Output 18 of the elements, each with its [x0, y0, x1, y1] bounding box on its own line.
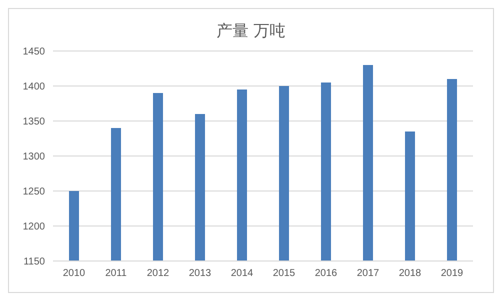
- x-tick-label: 2011: [105, 268, 128, 280]
- y-tick-label: 1350: [22, 116, 46, 128]
- x-tick-label: 2014: [230, 268, 254, 280]
- x-tick-label: 2019: [440, 268, 464, 280]
- x-tick-label: 2017: [356, 268, 380, 280]
- y-tick-label: 1250: [22, 186, 46, 198]
- x-tick-label: 2013: [188, 268, 212, 280]
- x-tick-label: 2012: [146, 268, 170, 280]
- y-tick-label: 1400: [22, 82, 46, 93]
- x-tick-label: 2015: [272, 268, 296, 280]
- y-tick-label: 1150: [23, 256, 46, 268]
- x-tick-label: 2016: [314, 268, 338, 280]
- x-tick-label: 2018: [398, 268, 422, 280]
- y-tick-label: 1450: [22, 46, 46, 58]
- y-tick-label: 1300: [22, 152, 46, 163]
- y-tick-label: 1200: [22, 222, 46, 233]
- chart-title: 产量 万吨: [215, 21, 287, 42]
- x-tick-label: 2010: [62, 268, 86, 280]
